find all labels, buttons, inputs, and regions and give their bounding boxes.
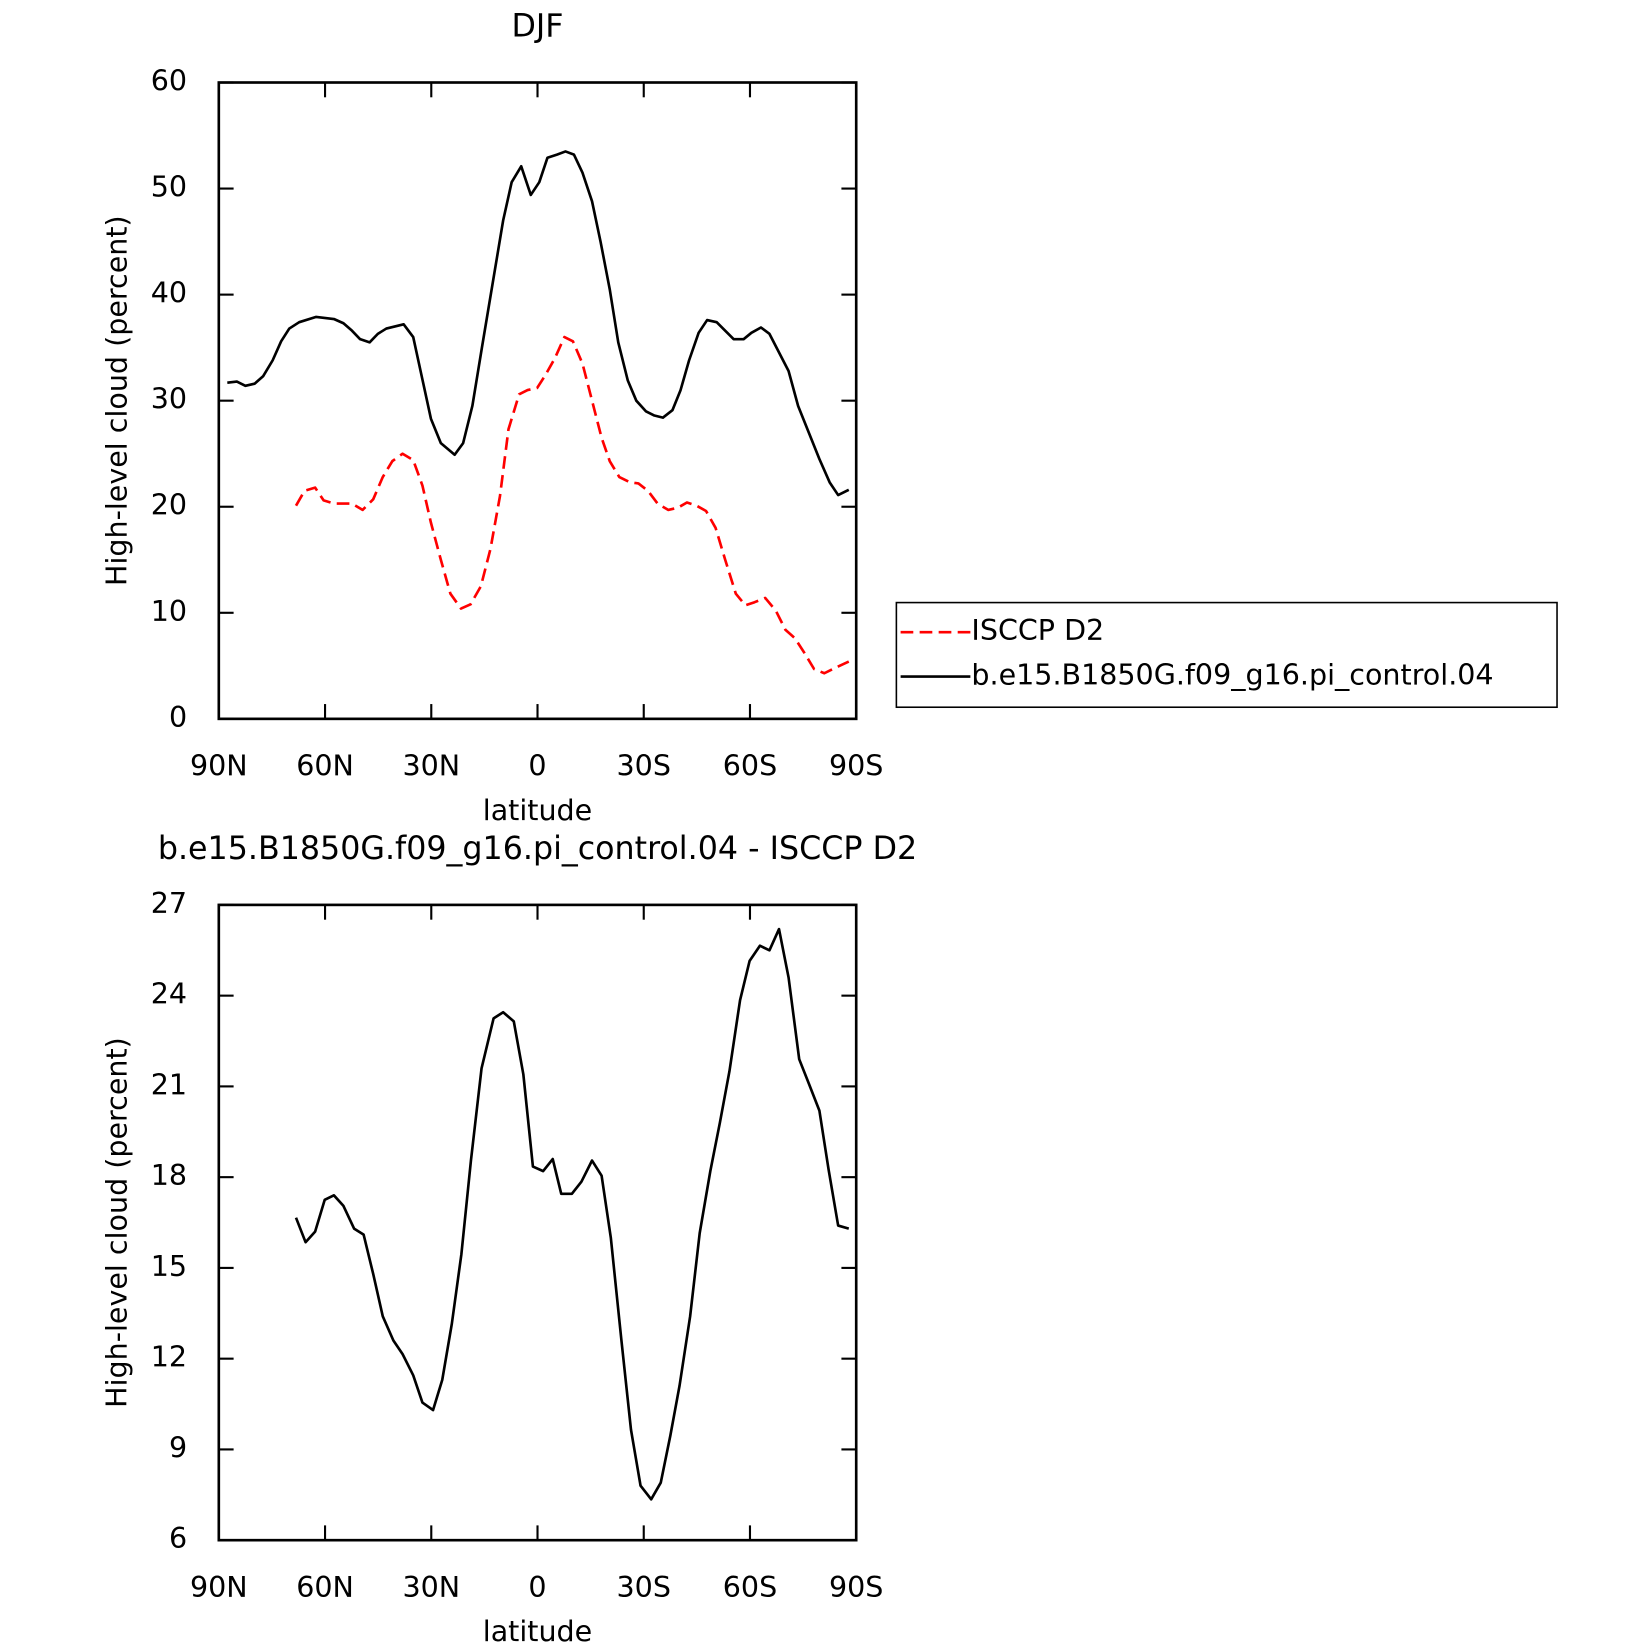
x-tick-label: 60N [296,749,354,782]
x-tick-label: 30S [617,1571,671,1604]
legend-box [895,601,1558,709]
x-tick-label: 30N [402,749,460,782]
y-tick-label: 10 [151,595,187,628]
x-axis-label: latitude [483,794,592,827]
y-tick-label: 20 [151,489,187,522]
data-line [294,927,850,1501]
plot-frame [217,81,858,721]
chart-title: b.e15.B1850G.f09_g16.pi_control.04 - ISC… [158,831,917,867]
y-tick-label: 18 [151,1159,187,1192]
x-tick-label: 30S [617,749,671,782]
x-tick-label: 90S [829,749,883,782]
y-tick-label: 15 [151,1250,187,1283]
y-tick-label: 0 [169,701,187,734]
x-tick-label: 60N [296,1571,354,1604]
plot-frame [217,903,858,1542]
y-tick-label: 27 [151,887,187,920]
x-tick-label: 60S [723,1571,777,1604]
legend-label: b.e15.B1850G.f09_g16.pi_control.04 [971,659,1493,692]
y-tick-label: 9 [169,1431,187,1464]
x-axis-label: latitude [483,1615,592,1647]
x-tick-label: 0 [528,749,546,782]
x-tick-label: 0 [528,1571,546,1604]
y-tick-label: 40 [151,277,187,310]
y-tick-label: 21 [151,1068,187,1101]
data-line [227,150,850,497]
y-tick-label: 12 [151,1341,187,1374]
y-axis-label: High-level cloud (percent) [100,1037,133,1408]
y-tick-label: 24 [151,978,187,1011]
x-tick-label: 30N [402,1571,460,1604]
chart-title: DJF [512,9,564,45]
x-tick-label: 90S [829,1571,883,1604]
y-tick-label: 6 [169,1522,187,1555]
y-tick-label: 60 [151,65,187,98]
y-tick-label: 50 [151,171,187,204]
y-axis-label: High-level cloud (percent) [100,215,133,586]
data-line [294,335,850,675]
x-tick-label: 90N [190,749,248,782]
legend-label: ISCCP D2 [971,614,1104,647]
x-tick-label: 90N [190,1571,248,1604]
y-tick-label: 30 [151,383,187,416]
x-tick-label: 60S [723,749,777,782]
